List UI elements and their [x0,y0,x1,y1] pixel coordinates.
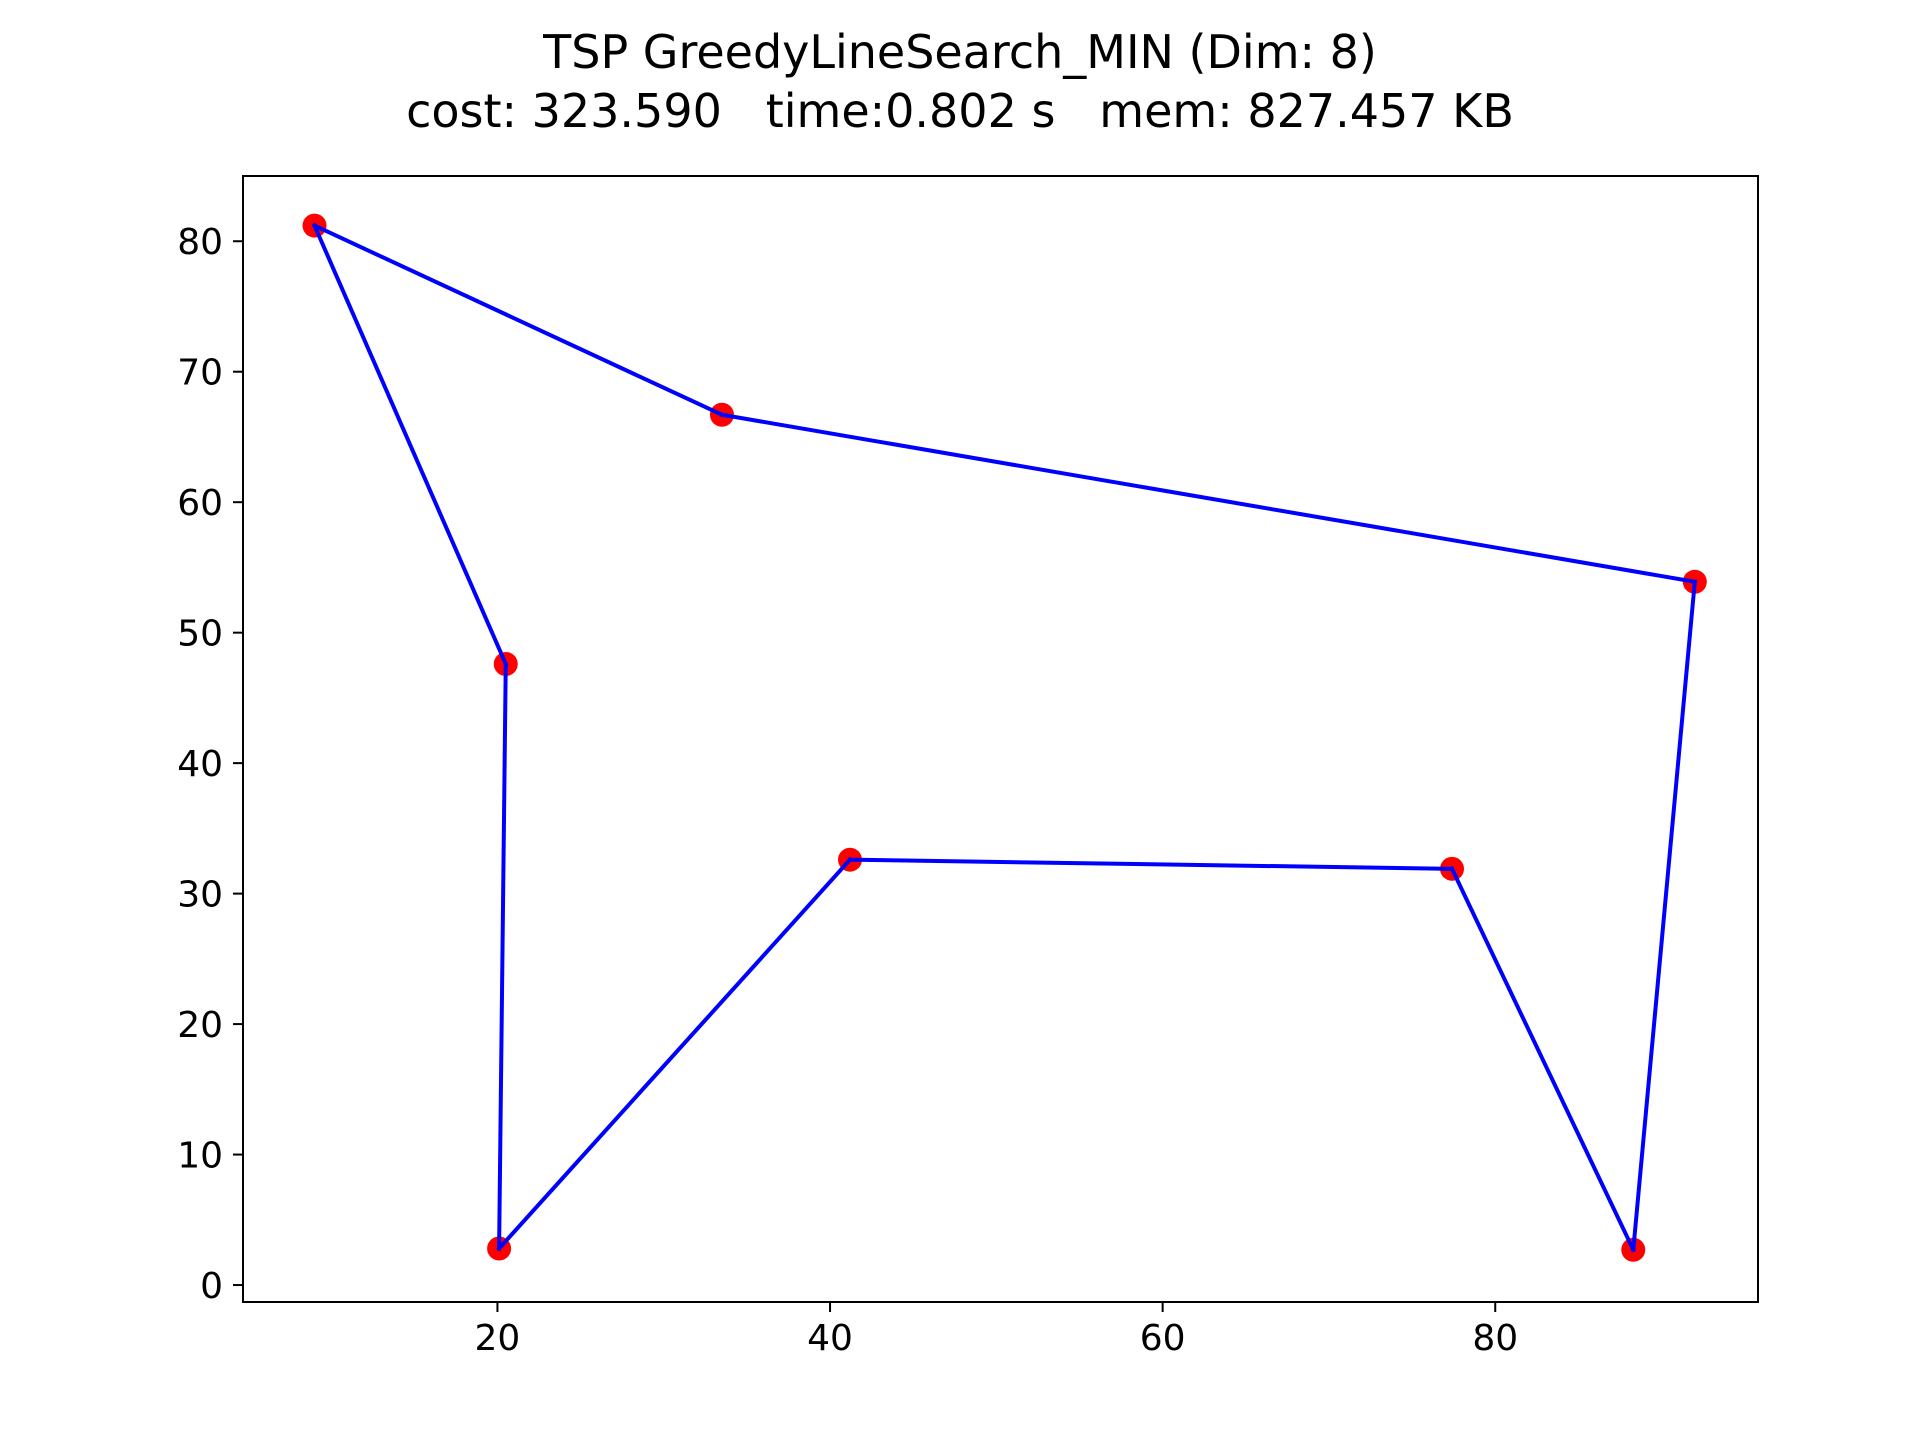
route-segment [311,222,725,418]
route-segment [847,857,1455,871]
x-tick-label: 80 [1472,1318,1518,1359]
axes-frame [242,175,1759,1303]
route-segment [496,856,853,1252]
chart-title: TSP GreedyLineSearch_MIN (Dim: 8) [543,25,1377,79]
route-segment [1449,866,1636,1253]
route-segment [1631,579,1697,1252]
y-tick-label: 10 [177,1136,223,1177]
route-segment [719,412,1698,585]
y-tick-label: 50 [177,614,223,655]
y-tick-label: 30 [177,875,223,916]
route-segment [311,222,509,667]
x-tick-label: 20 [475,1318,521,1359]
y-tick-label: 60 [177,483,223,524]
x-tick-label: 40 [807,1318,853,1359]
chart-subtitle: cost: 323.590 time:0.802 s mem: 827.457 … [406,84,1514,138]
x-tick-label: 60 [1140,1318,1186,1359]
y-tick-label: 40 [177,744,223,785]
route-segment [497,661,508,1251]
y-tick-label: 20 [177,1005,223,1046]
y-tick-label: 70 [177,353,223,394]
y-tick-label: 80 [177,222,223,263]
y-tick-label: 0 [200,1266,223,1307]
